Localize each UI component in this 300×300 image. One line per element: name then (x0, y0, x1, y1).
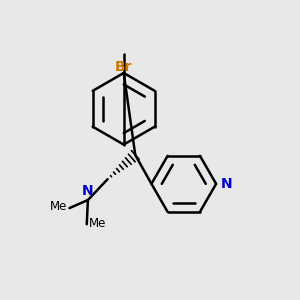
Text: N: N (220, 177, 232, 191)
Text: N: N (82, 184, 94, 198)
Text: Br: Br (115, 60, 133, 74)
Text: Me: Me (50, 200, 67, 213)
Text: Me: Me (89, 217, 106, 230)
